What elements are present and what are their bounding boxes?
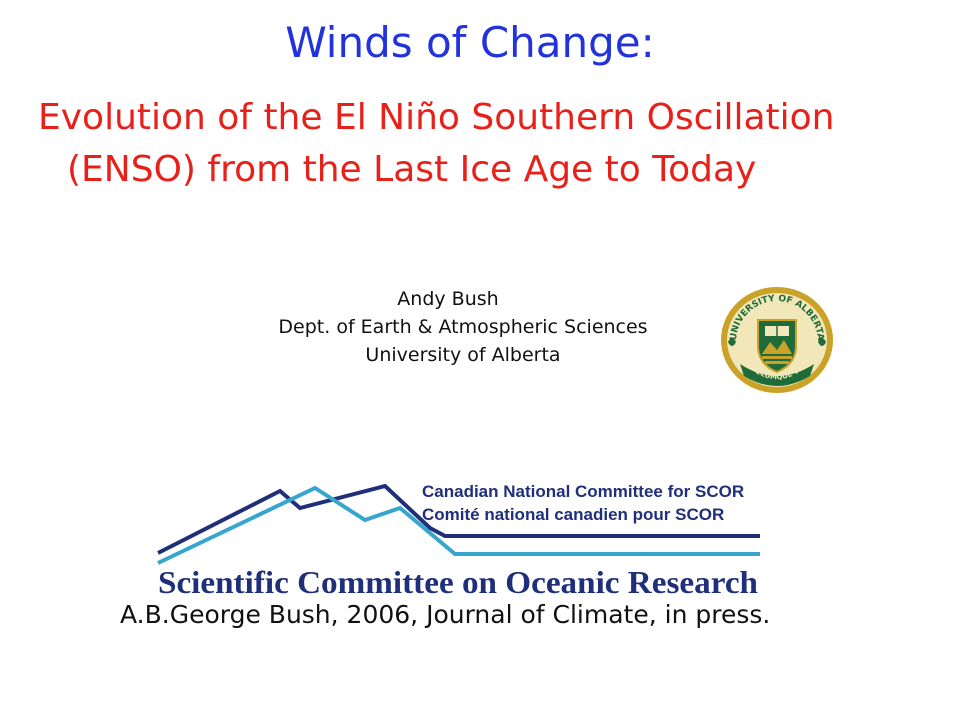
- subtitle-line-1: Evolution of the El Niño Southern Oscill…: [38, 97, 835, 138]
- scor-line-fr: Comité national canadien pour SCOR: [422, 505, 724, 524]
- scor-logo: Canadian National Committee for SCOR Com…: [157, 482, 760, 600]
- scor-cyan-line: [157, 485, 760, 565]
- author-block: Andy Bush Dept. of Earth & Atmospheric S…: [233, 285, 693, 369]
- university-seal-logo: UNIVERSITY OF ALBERTA QUAECUMQUE VERA: [721, 287, 833, 393]
- scor-main-text: Scientific Committee on Oceanic Research: [158, 564, 758, 600]
- author-department: Dept. of Earth & Atmospheric Sciences: [278, 316, 648, 338]
- scor-navy-line: [157, 483, 760, 555]
- seal-ribbon: [740, 364, 814, 386]
- author-institution: University of Alberta: [365, 344, 561, 366]
- citation: A.B.George Bush, 2006, Journal of Climat…: [120, 600, 771, 629]
- author-name: Andy Bush: [397, 288, 499, 310]
- slide-title: Winds of Change:: [0, 18, 960, 67]
- slide-title-text: Winds of Change:: [285, 18, 655, 67]
- seal-mountains: [762, 340, 792, 354]
- subtitle-line-2: (ENSO) from the Last Ice Age to Today: [67, 149, 757, 190]
- scor-line-en: Canadian National Committee for SCOR: [422, 482, 744, 501]
